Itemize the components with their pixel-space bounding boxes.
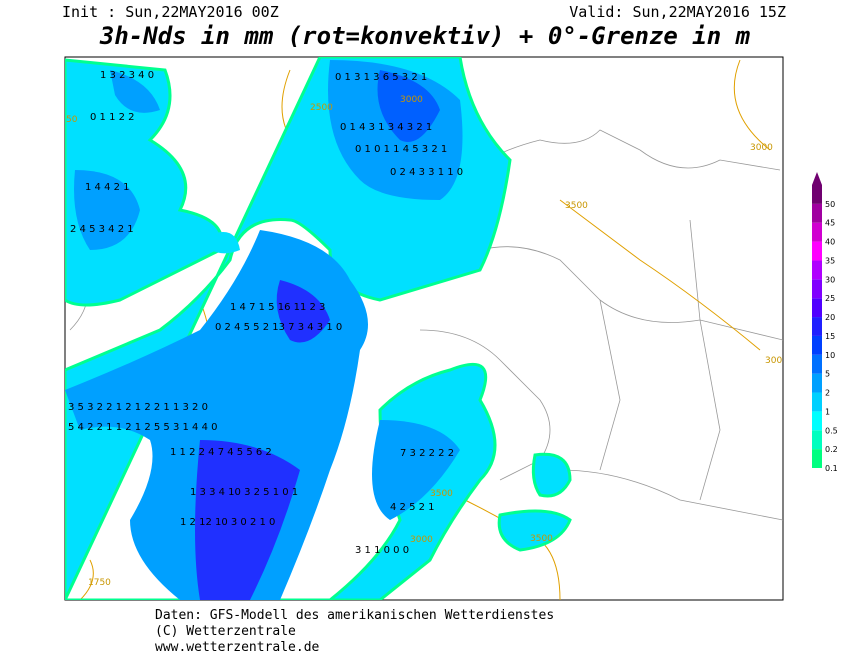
legend-swatch xyxy=(812,203,822,223)
precip-value: 1 4 7 1 5 16 11 2 3 xyxy=(230,302,325,313)
legend-label: 1 xyxy=(825,407,830,416)
footer-copyright: (C) Wetterzentrale xyxy=(155,624,296,639)
precip-value: 0 1 3 1 3 6 5 3 2 1 xyxy=(335,72,427,83)
legend-swatch xyxy=(812,354,822,374)
legend-swatch xyxy=(812,392,822,412)
precip-value: 1 4 4 2 1 xyxy=(85,182,130,193)
legend-swatch xyxy=(812,430,822,450)
legend-swatch xyxy=(812,373,822,393)
legend-swatch xyxy=(812,185,822,204)
precip-value: 1 1 2 2 4 7 4 5 5 6 2 xyxy=(170,447,272,458)
legend-swatch xyxy=(812,335,822,355)
legend-label: 2 xyxy=(825,389,830,398)
precip-value: 4 2 5 2 1 xyxy=(390,502,435,513)
precip-value: 3 5 3 2 2 1 2 1 2 2 1 1 3 2 0 xyxy=(68,402,208,413)
legend-label: 10 xyxy=(825,351,835,360)
precip-value: 5 4 2 2 1 1 2 1 2 5 5 3 1 4 4 0 xyxy=(68,422,217,433)
contour-label: 1750 xyxy=(88,578,111,588)
precip-value: 1 3 2 3 4 0 xyxy=(100,70,154,81)
legend-label: 45 xyxy=(825,219,835,228)
contour-label: 300 xyxy=(765,356,782,366)
legend-swatch xyxy=(812,317,822,336)
footer-source: Daten: GFS-Modell des amerikanischen Wet… xyxy=(155,608,554,623)
precip-value: 3 1 1 0 0 0 xyxy=(355,545,409,556)
precip-value: 0 1 4 3 1 3 4 3 2 1 xyxy=(340,122,432,133)
map-area: 1 3 2 3 4 0 0 1 1 2 2 1 4 4 2 1 2 4 5 3 4 2… xyxy=(64,56,784,601)
legend-swatch xyxy=(812,260,822,280)
contour-label: 3000 xyxy=(410,535,433,545)
precip-value: 0 1 0 1 1 4 5 3 2 1 xyxy=(355,144,447,155)
legend-label: 0.2 xyxy=(825,445,838,454)
precip-value: 0 1 1 2 2 xyxy=(90,112,135,123)
contour-label: 3500 xyxy=(565,201,588,211)
legend-swatch xyxy=(812,279,822,299)
precip-value: 7 3 2 2 2 2 xyxy=(400,448,454,459)
legend-label: 0.5 xyxy=(825,426,838,435)
legend-label: 40 xyxy=(825,238,835,247)
init-time: Init : Sun,22MAY2016 00Z xyxy=(62,3,279,21)
contour-label: 3000 xyxy=(400,95,423,105)
contour-label: 2500 xyxy=(310,103,333,113)
contour-label: 3500 xyxy=(430,489,453,499)
legend-label: 20 xyxy=(825,313,835,322)
contour-label: 3000 xyxy=(750,143,773,153)
precip-value: 0 2 4 5 5 2 13 7 3 4 3 1 0 xyxy=(215,322,342,333)
legend-arrow xyxy=(812,172,822,185)
contour-label: 3500 xyxy=(530,534,553,544)
legend-swatch xyxy=(812,241,822,261)
precip-value: 2 4 5 3 4 2 1 xyxy=(70,224,134,235)
footer-url: www.wetterzentrale.de xyxy=(155,640,320,655)
legend-swatch xyxy=(812,449,822,468)
legend-swatch xyxy=(812,222,822,242)
legend-label: 50 xyxy=(825,200,835,209)
legend-swatch xyxy=(812,411,822,431)
precip-value: 1 2 12 10 3 0 2 1 0 xyxy=(180,517,275,528)
legend-label: 30 xyxy=(825,275,835,284)
legend-label: 5 xyxy=(825,370,830,379)
legend-label: 15 xyxy=(825,332,835,341)
legend-label: 25 xyxy=(825,294,835,303)
precip-value: 0 2 4 3 3 1 1 0 xyxy=(390,167,463,178)
legend-label: 0.1 xyxy=(825,464,838,473)
legend-label: 35 xyxy=(825,256,835,265)
legend-swatch xyxy=(812,298,822,318)
precip-value: 1 3 3 4 10 3 2 5 1 0 1 xyxy=(190,487,298,498)
map-title: 3h-Nds in mm (rot=konvektiv) + 0°-Grenze… xyxy=(99,22,751,50)
contour-label: 50 xyxy=(66,115,78,125)
valid-time: Valid: Sun,22MAY2016 15Z xyxy=(569,3,786,21)
